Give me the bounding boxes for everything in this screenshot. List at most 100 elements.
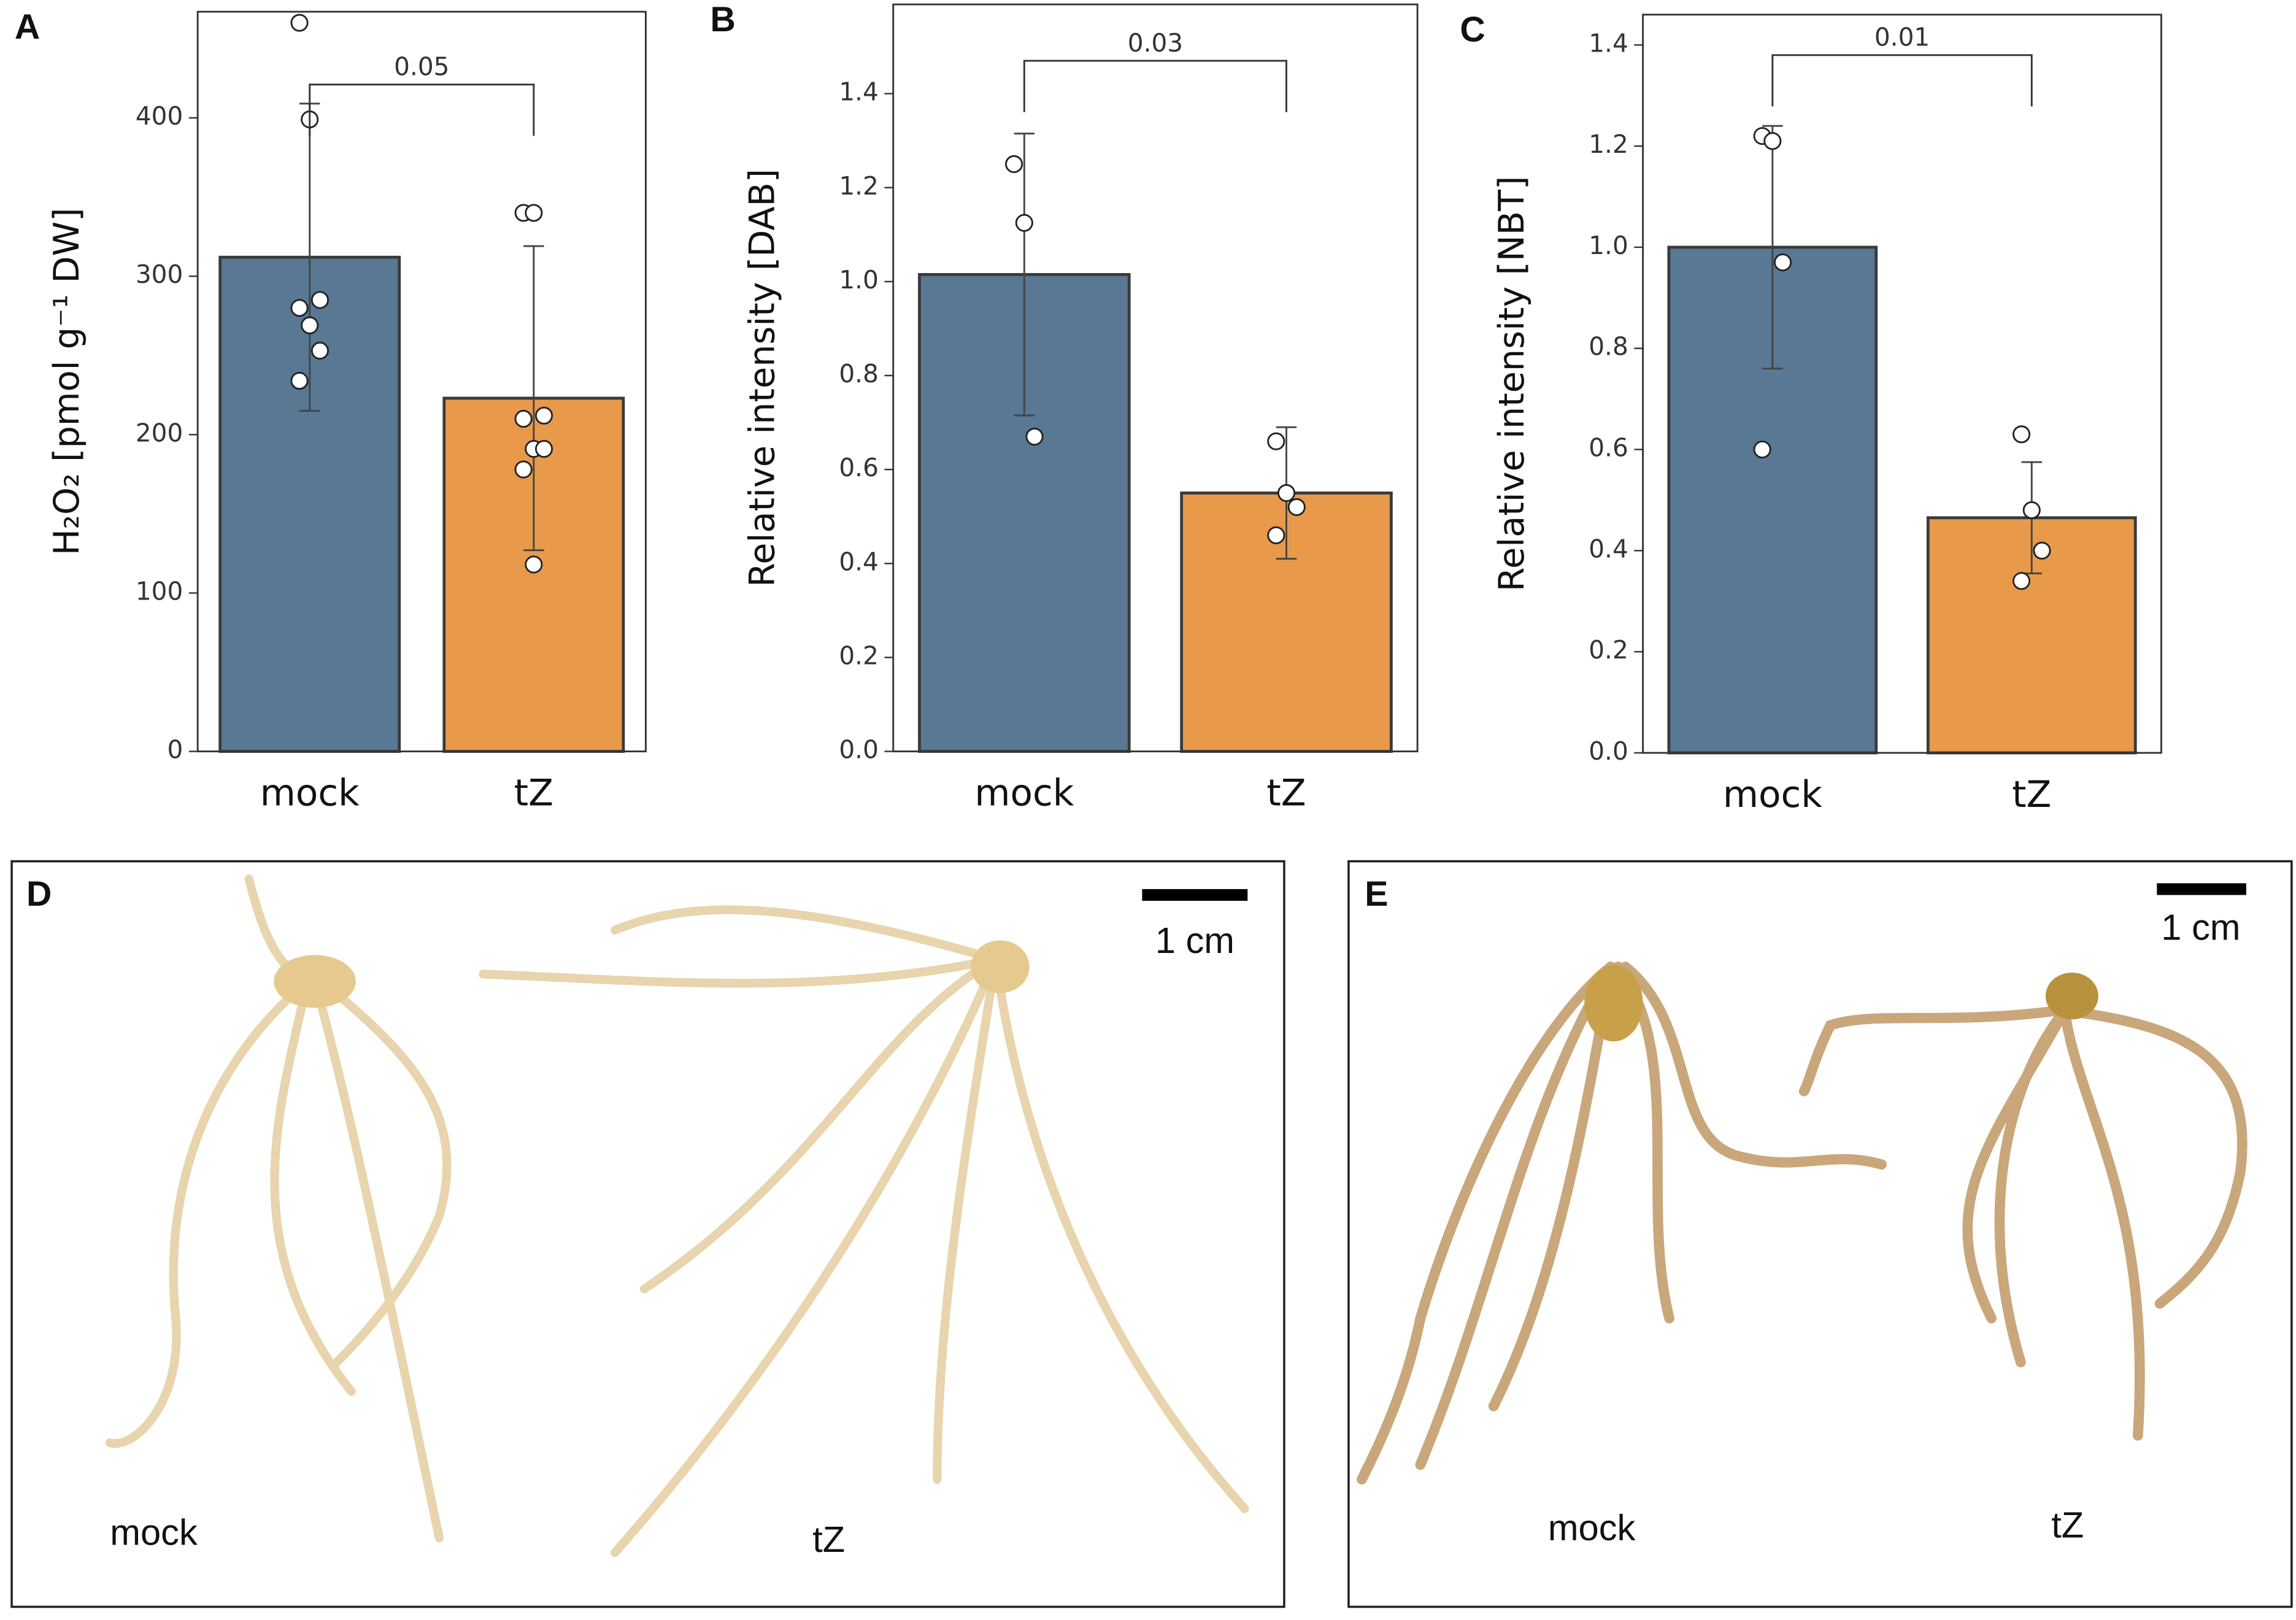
- photo-e: [1347, 860, 2293, 1608]
- y-tick-label: 0.2: [839, 641, 879, 670]
- data-point: [1753, 440, 1771, 459]
- root: [1798, 1005, 2063, 1097]
- plot-frame: [1642, 14, 2162, 754]
- x-tick-label: tZ: [2012, 774, 2051, 816]
- data-point: [1277, 484, 1296, 502]
- root: [479, 955, 1000, 988]
- data-point: [290, 371, 309, 390]
- y-tick-label: 200: [136, 418, 183, 447]
- y-tick-label: 0.0: [1589, 736, 1628, 766]
- root: [991, 955, 1249, 1513]
- root: [2059, 1005, 2248, 1309]
- y-tick-label: 300: [136, 260, 183, 289]
- panel-label: C: [1460, 10, 1485, 50]
- seed: [274, 955, 356, 1008]
- root: [1620, 962, 1887, 1170]
- seed: [2045, 972, 2098, 1020]
- plot-frame: [892, 3, 1419, 752]
- root: [105, 977, 312, 1448]
- data-point: [514, 409, 533, 428]
- data-point: [1267, 526, 1285, 544]
- seed: [971, 940, 1030, 993]
- data-point: [1015, 214, 1033, 232]
- panel-label: B: [710, 0, 735, 39]
- data-point: [310, 291, 329, 309]
- y-tick-label: 0: [168, 735, 183, 765]
- p-value: 0.03: [1128, 28, 1183, 58]
- y-tick-label: 1.0: [1589, 231, 1628, 260]
- data-point: [310, 341, 329, 360]
- data-point: [525, 555, 543, 574]
- p-value: 0.01: [1874, 23, 1930, 52]
- y-axis-label: Relative intensity [NBT]: [1491, 176, 1532, 592]
- data-point: [535, 439, 553, 458]
- x-tick-label: tZ: [1266, 773, 1306, 815]
- root: [270, 977, 356, 1396]
- panel-label: D: [26, 874, 52, 914]
- y-tick-label: 0.6: [1589, 433, 1628, 463]
- data-point: [1267, 432, 1285, 450]
- significance-bracket: [1771, 54, 2033, 107]
- photo-caption: tZ: [812, 1519, 845, 1560]
- data-point: [2012, 425, 2031, 444]
- y-tick-label: 0.8: [839, 359, 879, 388]
- root: [639, 955, 1000, 1294]
- y-axis-label: Relative intensity [DAB]: [741, 169, 782, 587]
- data-point: [1287, 498, 1306, 516]
- x-tick-label: mock: [1723, 774, 1822, 816]
- root: [611, 955, 1000, 1557]
- x-tick-label: tZ: [514, 773, 553, 815]
- y-tick-label: 1.0: [839, 265, 879, 295]
- data-point: [1025, 427, 1044, 446]
- scale-label: 1 cm: [1155, 920, 1235, 961]
- photo-caption: tZ: [2051, 1504, 2084, 1545]
- root: [933, 955, 1000, 1484]
- photo-frame: [1347, 860, 2293, 1608]
- y-tick-label: 1.4: [839, 77, 879, 107]
- x-tick-label: mock: [974, 773, 1074, 815]
- panel-label: E: [1365, 874, 1388, 914]
- root: [1415, 962, 1616, 1470]
- y-tick-label: 0.2: [1589, 635, 1628, 665]
- y-tick-label: 100: [136, 576, 183, 606]
- data-point: [525, 204, 543, 222]
- data-point: [1005, 155, 1023, 174]
- data-point: [290, 14, 309, 32]
- data-point: [301, 316, 319, 334]
- significance-bracket: [1023, 60, 1287, 112]
- y-tick-label: 0.4: [1589, 534, 1628, 563]
- photo-caption: mock: [1548, 1507, 1636, 1548]
- data-point: [1763, 132, 1782, 150]
- y-tick-label: 0.6: [839, 453, 879, 482]
- data-point: [514, 460, 533, 479]
- root: [1962, 1005, 2070, 1324]
- data-point: [290, 299, 309, 317]
- roots-e: [1357, 962, 2248, 1485]
- y-tick-label: 400: [136, 101, 183, 131]
- data-point: [2022, 501, 2041, 519]
- root: [2059, 1005, 2145, 1441]
- root: [310, 977, 444, 1543]
- y-tick-label: 0.8: [1589, 332, 1628, 361]
- y-tick-label: 0.4: [839, 547, 879, 576]
- y-tick-label: 1.2: [839, 171, 879, 201]
- root: [1488, 962, 1616, 1411]
- data-point: [2012, 572, 2031, 590]
- data-point: [535, 406, 553, 425]
- y-tick-label: 0.0: [839, 735, 879, 765]
- y-tick-label: 1.4: [1589, 28, 1628, 58]
- significance-bracket: [309, 83, 535, 136]
- root: [611, 905, 1000, 964]
- p-value: 0.05: [394, 52, 449, 82]
- y-axis-label: H₂O₂ [pmol g⁻¹ DW]: [46, 207, 87, 555]
- photo-frame: [10, 860, 1285, 1608]
- y-tick-label: 1.2: [1589, 129, 1628, 159]
- plot-frame: [196, 10, 647, 752]
- photo-d: [10, 860, 1285, 1608]
- root: [1357, 962, 1616, 1485]
- photo-caption: mock: [110, 1511, 198, 1552]
- data-point: [1773, 253, 1792, 272]
- roots-d: [105, 874, 1249, 1557]
